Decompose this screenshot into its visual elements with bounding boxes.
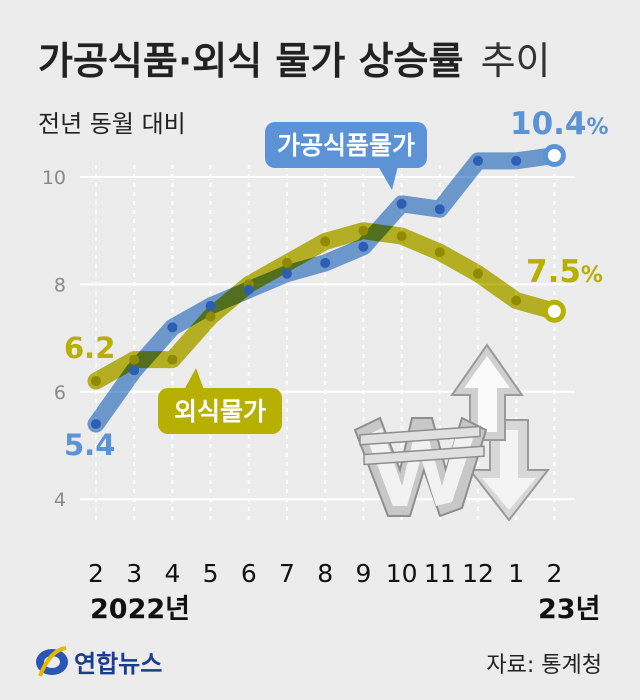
- title-light: 추이: [481, 39, 551, 83]
- data-point: [167, 354, 178, 365]
- x-tick-label: 2: [88, 559, 104, 588]
- data-point: [396, 231, 407, 242]
- y-tick-label: 4: [54, 489, 66, 511]
- x-tick-label: 5: [203, 559, 219, 588]
- chart-subtitle: 전년 동월 대비: [38, 110, 186, 138]
- data-point: [396, 198, 407, 209]
- end-value-processed: 10.4: [510, 106, 587, 142]
- x-tick-label: 3: [126, 559, 142, 588]
- legend-tag-processed: 가공식품물가: [265, 122, 427, 190]
- yonhap-logo-icon: [36, 646, 68, 677]
- x-tick-label: 12: [462, 559, 494, 588]
- won-price-up-icon: [353, 343, 551, 522]
- data-point: [282, 268, 292, 279]
- data-point: [473, 155, 483, 166]
- page-title: 가공식품·외식 물가 상승률 추이: [38, 39, 550, 83]
- end-value-dining: 7.5: [526, 254, 581, 290]
- data-point: [205, 311, 216, 322]
- y-tick-label: 6: [54, 382, 66, 404]
- data-point: [205, 300, 216, 311]
- data-point: [473, 268, 483, 279]
- data-point: [358, 225, 369, 236]
- x-tick-label: 4: [164, 559, 180, 588]
- logo-text: 연합뉴스: [74, 650, 162, 678]
- data-point-end: [542, 144, 566, 168]
- data-point: [511, 295, 522, 306]
- legend-label-processed: 가공식품물가: [277, 131, 415, 160]
- series-points: [91, 144, 566, 430]
- year-label-end: 23년: [538, 594, 600, 625]
- data-point: [91, 419, 101, 430]
- x-tick-label: 8: [317, 559, 333, 588]
- data-point: [129, 365, 140, 376]
- won-sign-icon: [353, 416, 488, 518]
- end-label-processed: 10.4%: [510, 106, 609, 142]
- x-tick-label: 10: [386, 559, 418, 588]
- y-axis-ticks: 4 6 8 10: [42, 167, 66, 511]
- start-label-processed: 5.4: [64, 428, 115, 462]
- year-label-start: 2022년: [90, 594, 190, 625]
- x-tick-label: 2: [546, 559, 562, 588]
- source-note: 자료: 통계청: [486, 653, 602, 678]
- data-point: [282, 257, 292, 268]
- data-point: [434, 204, 445, 215]
- x-tick-label: 1: [508, 559, 524, 588]
- start-label-dining: 6.2: [64, 331, 115, 365]
- data-point: [320, 257, 331, 268]
- data-point: [358, 241, 369, 252]
- title-main: 가공식품·외식 물가 상승률: [38, 39, 463, 83]
- end-unit-processed: %: [587, 115, 609, 140]
- data-point: [243, 284, 254, 295]
- y-tick-label: 10: [42, 167, 66, 189]
- data-point: [167, 322, 178, 333]
- data-point: [129, 354, 140, 365]
- x-tick-label: 11: [424, 559, 456, 588]
- x-tick-label: 9: [355, 559, 371, 588]
- data-point: [320, 236, 331, 247]
- legend-label-dining: 외식물가: [174, 397, 266, 426]
- x-axis-ticks: 2 3 4 5 6 7 8 9 10 11 12 1 2: [88, 559, 562, 588]
- x-tick-label: 7: [279, 559, 295, 588]
- end-unit-dining: %: [581, 263, 603, 288]
- x-tick-label: 6: [241, 559, 257, 588]
- data-point: [434, 247, 445, 258]
- end-label-dining: 7.5%: [526, 254, 603, 290]
- data-point: [511, 155, 522, 166]
- data-point: [91, 376, 101, 387]
- data-point-end: [542, 299, 566, 323]
- y-tick-label: 8: [54, 274, 66, 296]
- legend-tag-dining: 외식물가: [158, 368, 282, 434]
